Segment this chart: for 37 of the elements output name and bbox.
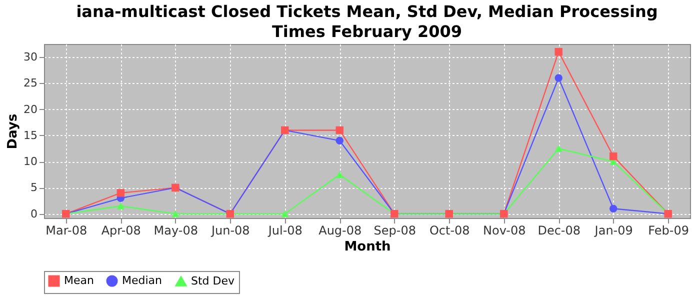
point <box>554 74 562 82</box>
y-axis-title: Days <box>6 114 21 150</box>
x-tick-label: Feb-09 <box>648 224 690 238</box>
point <box>609 204 618 212</box>
y-tick-label: 30 <box>24 50 38 64</box>
legend-label: Std Dev <box>191 274 236 288</box>
point <box>172 210 180 218</box>
point <box>116 202 125 210</box>
x-tick-label: Mar-08 <box>46 224 88 238</box>
x-tick-label: Jan-09 <box>594 224 633 238</box>
y-tick-label: 0 <box>30 207 38 220</box>
x-tick-label: Apr-08 <box>101 224 141 238</box>
y-tick-label: 20 <box>24 102 38 116</box>
point <box>336 126 344 134</box>
x-tick-label: Aug-08 <box>318 224 362 238</box>
y-tick-label: 25 <box>24 76 38 90</box>
x-tick-label: May-08 <box>154 224 198 238</box>
legend-label: Median <box>122 274 162 287</box>
point <box>554 145 562 152</box>
x-tick-label: Dec-08 <box>538 224 581 238</box>
y-tick-label: 10 <box>24 155 38 168</box>
point <box>336 171 344 178</box>
x-axis-title: Month <box>344 240 391 254</box>
x-tick-label: Jul-08 <box>267 224 302 238</box>
x-tick-label: Nov-08 <box>483 224 526 238</box>
point <box>609 152 618 160</box>
point <box>281 210 289 218</box>
point <box>336 136 344 145</box>
y-tick-label: 15 <box>24 128 38 142</box>
chart-title: iana-multicast Closed Tickets Mean, Std Dev, Median Processing Times February 2009 <box>76 2 658 41</box>
point <box>116 189 125 197</box>
y-tick-label: 5 <box>30 181 38 194</box>
x-tick-label: Jun-08 <box>210 224 250 238</box>
x-tick-label: Oct-08 <box>429 224 470 238</box>
legend-label: Mean <box>64 274 94 287</box>
x-tick-label: Sep-08 <box>374 224 416 238</box>
point <box>554 48 562 56</box>
